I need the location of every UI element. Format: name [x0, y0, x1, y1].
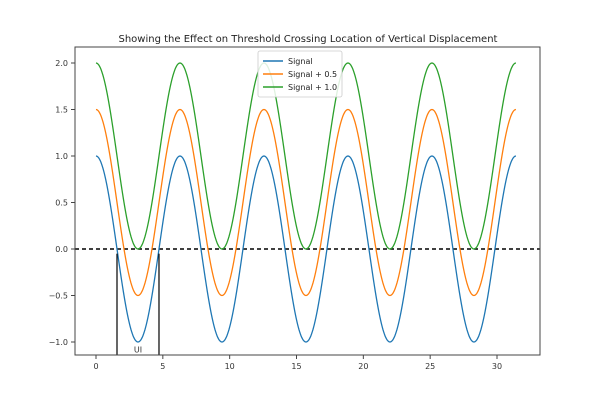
legend: Signal Signal + 0.5 Signal + 1.0	[257, 50, 343, 98]
y-tick-label: 1.5	[55, 106, 68, 115]
y-tick-label: 0.5	[55, 199, 68, 208]
y-tick-label: −0.5	[49, 292, 68, 301]
x-tick-label: 10	[225, 362, 235, 371]
y-tick-label: 0.0	[55, 245, 68, 254]
legend-label: Signal	[288, 57, 313, 66]
series-line-2	[95, 62, 517, 250]
chart-title: Showing the Effect on Threshold Crossing…	[119, 34, 498, 45]
y-tick-label: −1.0	[49, 338, 68, 347]
y-axis-ticks: −1.0 −0.5 0.0 0.5 1.0 1.5 2.0	[49, 59, 75, 347]
x-tick-label: 25	[425, 362, 435, 371]
series-line-0	[95, 155, 517, 343]
plot-area: UI	[75, 62, 540, 355]
series-line-1	[95, 108, 517, 297]
x-tick-label: 0	[93, 362, 98, 371]
x-tick-label: 5	[160, 362, 165, 371]
axes-frame	[74, 46, 541, 356]
y-tick-label: 2.0	[55, 59, 68, 68]
legend-label: Signal + 0.5	[288, 70, 337, 79]
y-tick-label: 1.0	[55, 152, 68, 161]
x-axis-ticks: 0 5 10 15 20 25 30	[93, 355, 502, 371]
legend-label: Signal + 1.0	[288, 83, 337, 92]
x-tick-label: 20	[358, 362, 368, 371]
x-tick-label: 15	[291, 362, 301, 371]
x-tick-label: 30	[492, 362, 502, 371]
ui-annotation: UI	[134, 345, 142, 354]
